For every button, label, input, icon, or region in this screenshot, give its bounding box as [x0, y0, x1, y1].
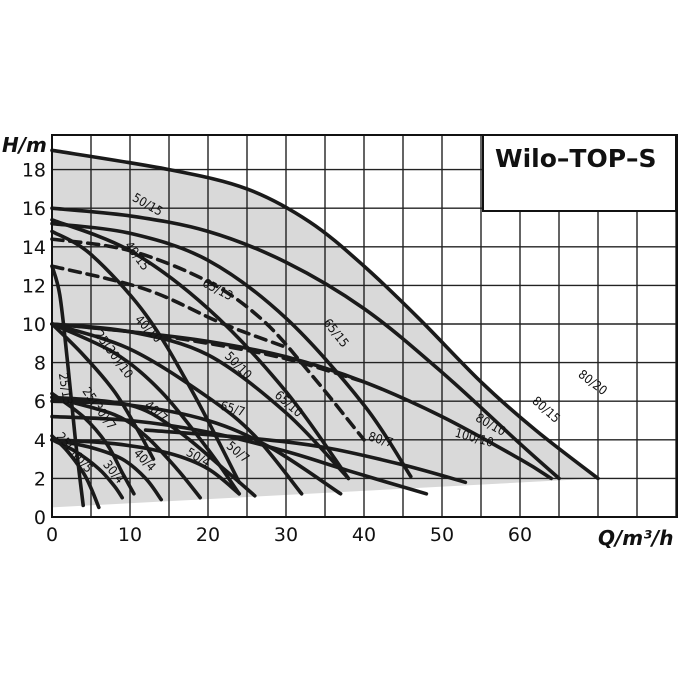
x-tick-label: 0: [46, 524, 58, 546]
series-label: 65/7: [218, 398, 247, 420]
series-line-80-15: [50, 206, 561, 481]
y-tick-label: 0: [34, 507, 46, 529]
series-line-50-10: [50, 322, 304, 496]
series-line-65-15: [50, 221, 413, 479]
series-line-50-4: [50, 438, 241, 496]
series-line-80-20: [50, 148, 600, 481]
series-line-25-30-10: [50, 322, 156, 461]
y-tick-label: 8: [34, 353, 46, 375]
series-line-30-4: [50, 438, 124, 500]
series-layer: [50, 148, 600, 510]
x-tick-label: 40: [352, 524, 376, 546]
series-line-50-7: [50, 395, 257, 498]
y-tick-label: 6: [34, 391, 46, 413]
x-axis-title: Q/m³/h: [598, 526, 673, 550]
series-label: 80/20: [576, 366, 611, 398]
x-tick-label: 30: [274, 524, 298, 546]
series-line-40-7: [50, 395, 202, 500]
series-line-50-15: [50, 218, 351, 481]
x-tick-labels: 0 10 20 30 40 50 60: [46, 524, 532, 546]
x-tick-label: 10: [118, 524, 142, 546]
y-tick-label: 12: [22, 275, 46, 297]
series-line-25-30-5: [50, 434, 101, 510]
series-line-80-7: [50, 322, 366, 384]
y-tick-label: 14: [22, 237, 46, 259]
title-box: [482, 134, 677, 212]
x-tick-label: 50: [430, 524, 454, 546]
series-line-40-15: [50, 229, 241, 485]
x-tick-label: 20: [196, 524, 220, 546]
y-tick-labels: 0 2 4 6 8 10 12 14 16 18: [22, 160, 46, 529]
y-tick-label: 16: [22, 198, 46, 220]
y-tick-label: 10: [22, 314, 46, 336]
chart-title: Wilo–TOP–S: [495, 144, 657, 173]
y-tick-label: 2: [34, 468, 46, 490]
series-line-65-13-lower-dashed: [50, 264, 288, 349]
y-axis-title: H/m: [2, 133, 47, 157]
x-tick-label: 60: [508, 524, 532, 546]
series-line-65-13: [50, 237, 366, 442]
series-label: 25/13: [56, 372, 76, 406]
series-line-40-4: [50, 438, 163, 502]
y-tick-label: 18: [22, 160, 46, 182]
y-tick-label: 4: [34, 430, 46, 452]
series-label: 80/7: [367, 429, 396, 451]
plot-frame: [51, 134, 678, 518]
